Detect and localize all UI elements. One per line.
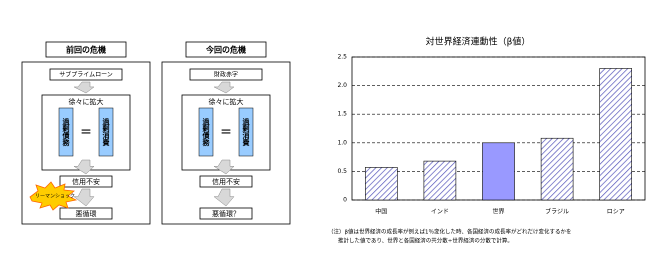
box xyxy=(41,94,131,171)
equals: = xyxy=(220,124,232,140)
bar xyxy=(482,142,515,201)
y-tick-label: 2.0 xyxy=(337,82,347,89)
y-tick-label: 1.5 xyxy=(337,111,347,118)
box xyxy=(181,94,271,171)
y-tick-label: 0.5 xyxy=(337,168,347,175)
box-text: 悪循環？ xyxy=(212,209,240,218)
box-text: 徐々に拡大 xyxy=(209,97,244,106)
debt-box xyxy=(58,107,74,157)
bar xyxy=(540,137,574,201)
y-tick-label: 2.5 xyxy=(337,54,347,61)
panel-title-box xyxy=(45,41,127,58)
box-text: 信用不安 xyxy=(72,177,100,186)
x-tick-label: ロシア xyxy=(607,209,625,216)
note: 推計した値であり、世界と各国経済の共分散÷世界経済の分散で計算。 xyxy=(338,237,513,245)
box-text: 信用不安 xyxy=(212,177,240,186)
arrow xyxy=(73,159,95,175)
chart-title: 対世界経済連動性（β値） xyxy=(426,36,531,48)
arrow xyxy=(213,81,235,94)
box-text: 財政赤字 xyxy=(214,71,238,79)
box xyxy=(49,68,123,81)
box xyxy=(199,207,253,220)
burst-text: リーマンショック xyxy=(35,194,75,200)
vertical-text: 過剰債務 xyxy=(62,117,71,147)
x-tick-label: ブラジル xyxy=(545,208,569,216)
box xyxy=(59,207,113,220)
x-tick-label: 世界 xyxy=(492,208,504,216)
equals: = xyxy=(80,124,92,140)
bar xyxy=(364,167,398,201)
debt-box xyxy=(198,107,214,157)
x-tick-label: インド xyxy=(431,209,449,216)
vertical-text: 過剰消費 xyxy=(242,117,251,147)
arrow xyxy=(73,188,95,207)
vertical-text: 過剰債務 xyxy=(202,117,211,147)
y-tick-label: 0 xyxy=(343,197,347,204)
x-tick-label: 中国 xyxy=(375,208,387,216)
box-text: サブプライムローン xyxy=(59,71,113,79)
box xyxy=(59,175,113,188)
panel-title: 今回の危機 xyxy=(205,45,246,55)
bar xyxy=(599,68,633,201)
debt-box xyxy=(238,107,254,157)
box xyxy=(189,68,263,81)
arrow xyxy=(213,159,235,175)
arrow xyxy=(73,81,95,94)
box xyxy=(199,175,253,188)
bar xyxy=(423,160,457,201)
panel-title: 前回の危機 xyxy=(66,45,106,55)
vertical-text: 過剰消費 xyxy=(102,117,111,147)
note: （注）β値は世界経済の成長率が例えば1％変化した時、各国経済の成長率がどれだけ変… xyxy=(328,228,572,236)
panel-title-box xyxy=(185,41,267,58)
burst xyxy=(29,181,78,211)
y-tick-label: 1.0 xyxy=(337,139,347,146)
box-text: 徐々に拡大 xyxy=(69,97,104,106)
arrow xyxy=(213,188,235,207)
debt-box xyxy=(98,107,114,157)
box-text: 悪循環 xyxy=(76,209,97,218)
